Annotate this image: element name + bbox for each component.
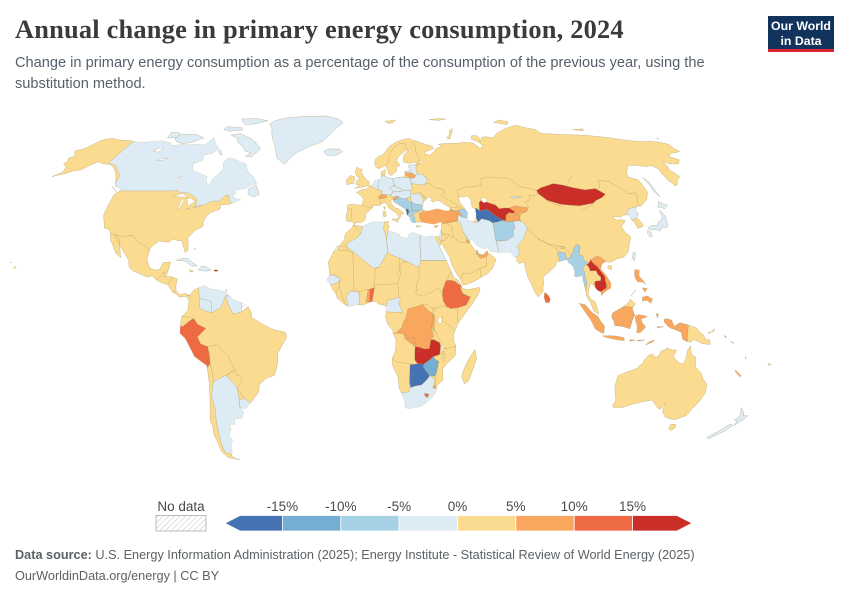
svg-text:-5%: -5% [387,499,411,514]
svg-text:-10%: -10% [325,499,357,514]
svg-text:5%: 5% [506,499,526,514]
svg-text:0%: 0% [448,499,468,514]
svg-text:No data: No data [157,499,205,514]
svg-text:-15%: -15% [267,499,299,514]
svg-text:10%: 10% [561,499,588,514]
svg-text:15%: 15% [619,499,646,514]
